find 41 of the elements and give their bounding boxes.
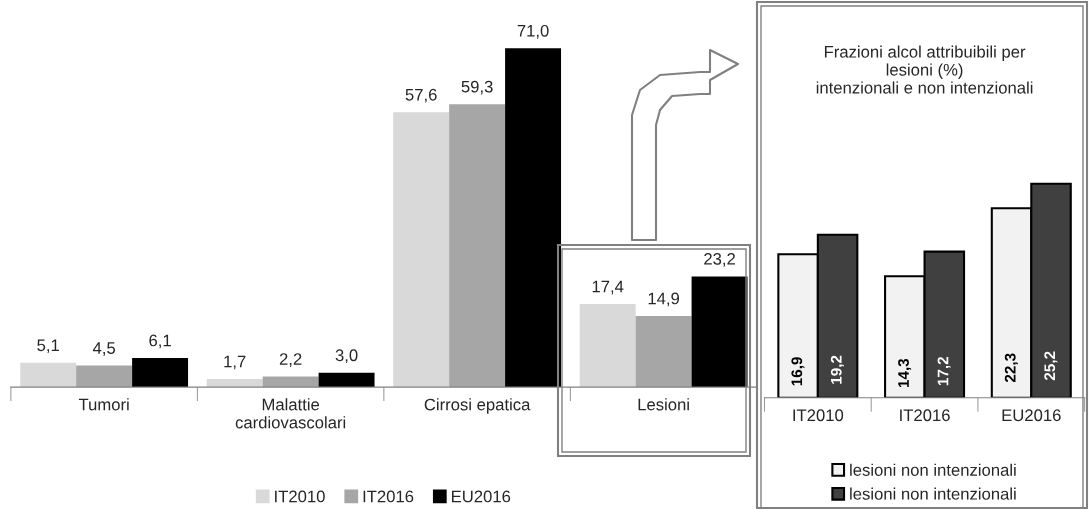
bar (318, 372, 375, 388)
data-label: 3,0 (335, 349, 358, 364)
data-label: 2,2 (279, 353, 302, 367)
bar (20, 362, 77, 388)
data-label: 1,7 (224, 355, 246, 370)
x-tick-label: IT2016 (900, 409, 950, 422)
legend-label: lesioni non intenzionali (850, 487, 1016, 500)
data-label: 25,2 (1044, 351, 1058, 381)
chart-title: Frazioni alcol attribuibili per lesioni (%) intenzionali e non intenzionali (816, 45, 1033, 94)
data-label: 17,2 (937, 356, 951, 386)
x-tick-label: Malattie cardiovascolari (235, 398, 346, 429)
x-tick-label: Cirrosi epatica (424, 398, 531, 414)
data-label: 16,9 (791, 357, 805, 386)
bar (691, 276, 748, 388)
bar (132, 357, 189, 388)
x-tick-label: IT2010 (793, 409, 844, 422)
data-label: 19,2 (830, 355, 844, 384)
data-label: 57,6 (405, 88, 437, 103)
legend-label: EU2016 (452, 490, 511, 503)
bar (505, 48, 562, 388)
data-label: 14,3 (898, 358, 912, 388)
legend-label: lesioni non intenzionali (850, 463, 1016, 476)
x-tick-label: Tumori (78, 398, 129, 411)
x-tick-label: Lesioni (638, 398, 689, 411)
bar (76, 365, 133, 388)
legend-label: IT2016 (363, 490, 414, 503)
data-label: 59,3 (461, 80, 493, 95)
data-label: 6,1 (149, 334, 171, 349)
data-label: 5,1 (37, 339, 59, 354)
x-tick-label: EU2016 (1002, 409, 1061, 422)
data-label: 23,2 (704, 252, 735, 267)
data-label: 22,3 (1004, 353, 1018, 383)
bar (449, 104, 506, 388)
bar (393, 112, 450, 388)
legend-label: IT2010 (275, 490, 325, 503)
bar (635, 316, 692, 388)
data-label: 14,9 (648, 292, 680, 307)
data-label: 71,0 (517, 24, 549, 39)
data-label: 4,5 (92, 342, 116, 356)
bar (579, 304, 636, 388)
data-label: 17,4 (592, 280, 624, 295)
